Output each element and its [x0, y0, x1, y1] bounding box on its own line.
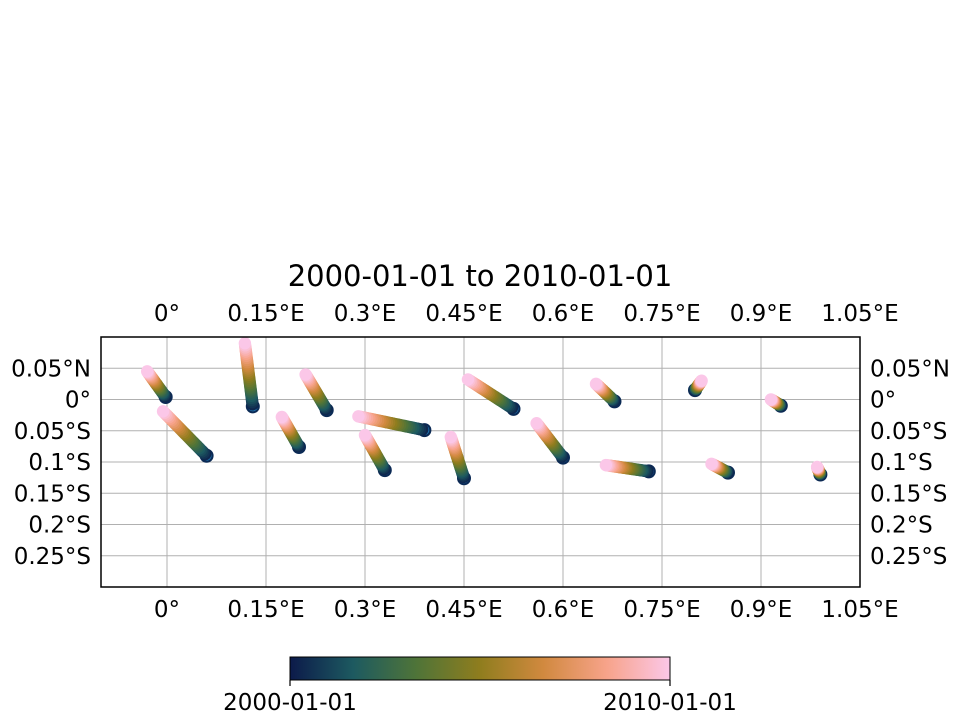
track-7	[444, 430, 471, 486]
y-tick-label-left-5: 0.2°S	[28, 513, 91, 539]
y-tick-label-right-4: 0.15°S	[870, 481, 947, 507]
y-tick-labels-right: 0.05°N 0° 0.05°S 0.1°S 0.15°S 0.2°S 0.25°S	[870, 356, 950, 570]
track-2	[299, 368, 334, 418]
track-8	[461, 373, 521, 416]
y-tick-label-right-3: 0.1°S	[870, 450, 933, 476]
track-0	[141, 365, 173, 404]
track-2-point	[299, 368, 312, 381]
y-tick-label-left-6: 0.25°S	[14, 544, 91, 570]
track-7-point	[444, 430, 457, 444]
track-8-point	[461, 373, 475, 386]
x-tick-label-top-4: 0.6°E	[532, 301, 595, 327]
track-9	[530, 417, 570, 465]
x-tick-label-top-3: 0.45°E	[425, 301, 502, 327]
scatter-points	[141, 337, 828, 486]
track-5	[352, 410, 432, 438]
x-tick-label-top-7: 1.05°E	[821, 301, 898, 327]
x-tick-label-top-1: 0.15°E	[227, 301, 304, 327]
y-tick-label-left-4: 0.15°S	[14, 481, 91, 507]
y-tick-label-right-6: 0.25°S	[870, 544, 947, 570]
grid	[101, 337, 860, 587]
track-6-point	[358, 428, 372, 442]
track-3-point	[156, 405, 170, 418]
track-15-point	[810, 460, 824, 474]
x-tick-labels-top: 0° 0.15°E 0.3°E 0.45°E 0.6°E 0.75°E 0.9°E 1.05°…	[154, 301, 899, 327]
colorbar-min-label: 2000-01-01	[223, 690, 357, 716]
x-tick-label-top-6: 0.9°E	[730, 301, 793, 327]
y-tick-label-left-3: 0.1°S	[28, 450, 91, 476]
x-tick-label-bottom-1: 0.15°E	[227, 597, 304, 623]
track-4	[275, 410, 306, 454]
y-tick-label-right-0: 0.05°N	[870, 356, 950, 382]
y-tick-label-right-1: 0°	[870, 388, 896, 414]
x-tick-label-bottom-6: 0.9°E	[730, 597, 793, 623]
colorbar-max-label: 2010-01-01	[603, 690, 737, 716]
track-5-point	[352, 410, 365, 423]
track-1-point	[238, 337, 252, 350]
track-0-point	[141, 365, 154, 378]
track-1	[238, 337, 260, 414]
track-14-point	[705, 457, 718, 471]
y-tick-label-right-2: 0.05°S	[870, 419, 947, 445]
y-tick-label-left-0: 0.05°N	[11, 356, 91, 382]
track-12-point	[695, 374, 708, 387]
track-6	[358, 428, 392, 478]
track-11	[599, 458, 656, 479]
track-10-point	[589, 377, 603, 391]
x-tick-label-top-5: 0.75°E	[623, 301, 700, 327]
y-tick-labels-left: 0.05°N 0° 0.05°S 0.1°S 0.15°S 0.2°S 0.25°S	[11, 356, 91, 570]
track-10	[589, 377, 622, 409]
track-13	[764, 393, 788, 413]
y-tick-label-right-5: 0.2°S	[870, 513, 933, 539]
track-3	[156, 405, 214, 463]
track-11-point	[599, 458, 613, 472]
y-tick-label-left-2: 0.05°S	[14, 419, 91, 445]
track-9-point	[530, 417, 543, 430]
chart-title: 2000-01-01 to 2010-01-01	[288, 259, 673, 293]
x-tick-label-bottom-4: 0.6°E	[532, 597, 595, 623]
track-4-point	[275, 410, 289, 424]
x-tick-label-bottom-2: 0.3°E	[334, 597, 397, 623]
x-tick-label-top-2: 0.3°E	[334, 301, 397, 327]
colorbar	[289, 656, 671, 681]
x-tick-label-top-0: 0°	[154, 301, 180, 327]
x-tick-label-bottom-7: 1.05°E	[821, 597, 898, 623]
x-tick-labels-bottom: 0° 0.15°E 0.3°E 0.45°E 0.6°E 0.75°E 0.9°E 1.05°…	[154, 597, 899, 623]
track-12	[688, 374, 708, 398]
plot-frame	[100, 336, 861, 588]
x-tick-label-bottom-0: 0°	[154, 597, 180, 623]
track-15	[810, 460, 828, 482]
track-14	[705, 457, 735, 480]
x-tick-label-bottom-3: 0.45°E	[425, 597, 502, 623]
x-tick-label-bottom-5: 0.75°E	[623, 597, 700, 623]
track-13-point	[764, 393, 778, 406]
y-tick-label-left-1: 0°	[65, 388, 91, 414]
